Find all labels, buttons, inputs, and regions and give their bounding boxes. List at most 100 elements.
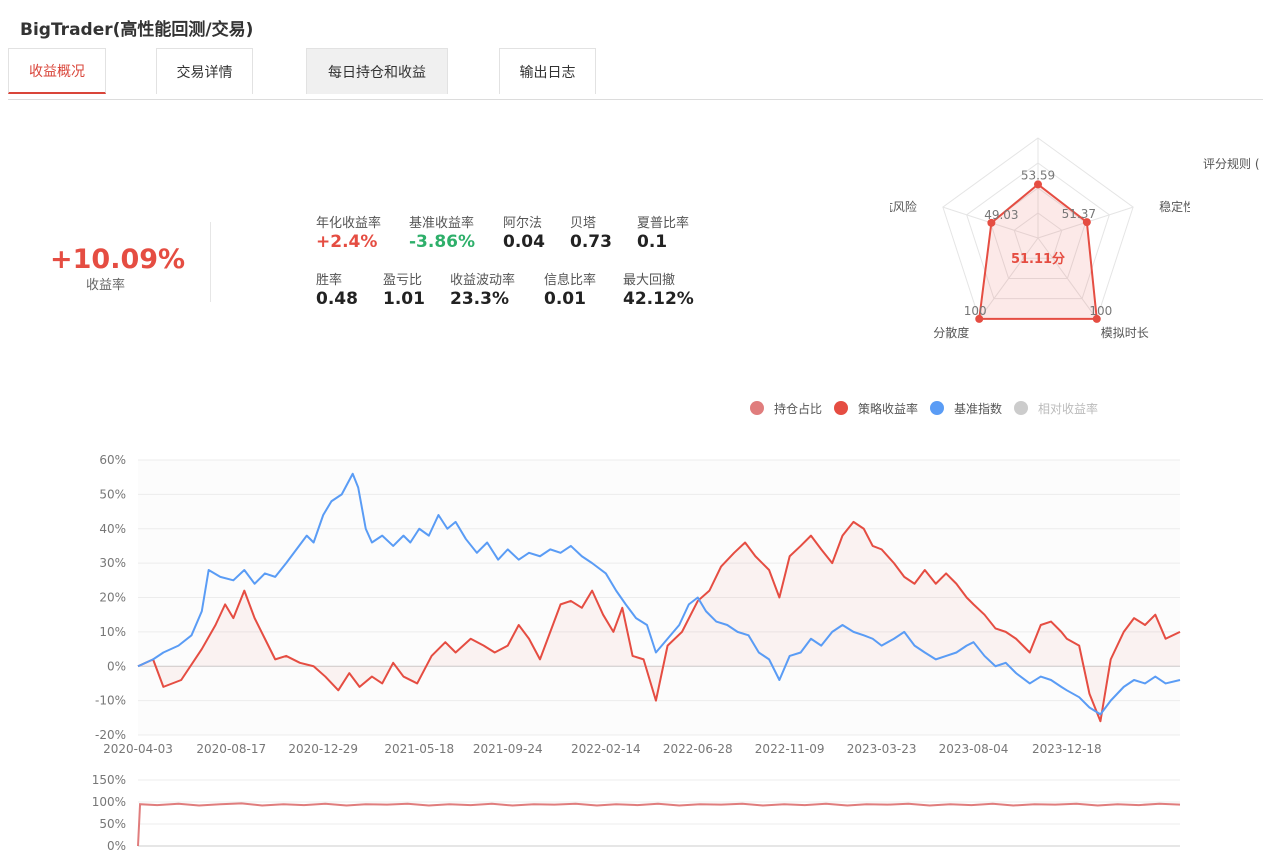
radar-point[interactable] [1082, 218, 1091, 227]
metric-value: 0.04 [503, 232, 545, 252]
tab-return-overview[interactable]: 收益概况 [8, 48, 106, 94]
metric-alpha: 阿尔法 0.04 [503, 212, 545, 252]
series-line[interactable] [137, 472, 1181, 716]
return-line-chart[interactable]: 60% 50% 40% 30% 20% 10% 0% -10% -20%2020-04-03 20… [90, 450, 1190, 760]
metric-information-ratio: 信息比率 0.01 [544, 269, 596, 309]
legend-label: 策略收益率 [858, 401, 919, 416]
radar-axis-label: 分散度 [933, 325, 969, 340]
metric-label: 胜率 [316, 273, 343, 288]
legend-marker [930, 401, 945, 415]
position-ratio-chart[interactable]: 150% 100% 50% 0% [90, 770, 1190, 855]
y-tick-label: 100% [92, 795, 126, 809]
x-tick-label: 2021-09-24 [473, 742, 543, 756]
y-tick-label: 20% [99, 591, 126, 605]
metric-profit-loss-ratio: 盈亏比 1.01 [383, 269, 425, 309]
radar-axis-label: 稳定性 [1159, 199, 1190, 214]
y-tick-label: 10% [99, 625, 126, 639]
legend-label: 基准指数 [954, 401, 1003, 416]
metric-value: 0.73 [570, 232, 612, 252]
radar-grid-ring [1013, 212, 1063, 259]
metric-annual-return: 年化收益率 +2.4% [316, 212, 381, 252]
metric-benchmark-return: 基准收益率 -3.86% [409, 212, 475, 252]
metric-label: 收益波动率 [450, 273, 516, 288]
metric-value: 0.48 [316, 289, 358, 309]
y-tick-label: 150% [92, 773, 126, 787]
y-tick-label: 40% [99, 522, 126, 536]
y-tick-label: -20% [95, 728, 126, 742]
x-tick-label: 2022-11-09 [755, 742, 825, 756]
tab-bar: 收益概况 交易详情 每日持仓和收益 输出日志 [8, 48, 1263, 100]
y-tick-label: 50% [99, 817, 126, 831]
metric-label: 夏普比率 [637, 216, 690, 231]
radar-point[interactable] [1034, 180, 1042, 189]
radar-axis-label: 模拟时长 [1101, 326, 1149, 340]
total-return-label: 收益率 [86, 278, 126, 293]
metric-max-drawdown: 最大回撤 42.12% [623, 269, 694, 309]
legend-marker [750, 401, 764, 415]
legend-item-benchmark[interactable]: 基准指数 [930, 400, 1002, 417]
x-tick-label: 2023-12-18 [1032, 742, 1102, 756]
radar-axis-value: 51.37 [1062, 207, 1096, 221]
tab-daily-positions[interactable]: 每日持仓和收益 [306, 48, 448, 94]
x-tick-label: 2023-03-23 [847, 742, 917, 756]
series-line[interactable] [137, 802, 1181, 847]
x-tick-label: 2020-12-29 [288, 742, 358, 756]
metric-value: +2.4% [316, 232, 378, 252]
metric-value: 0.1 [637, 232, 668, 252]
radar-axis-value: 100 [964, 304, 987, 318]
metric-beta: 贝塔 0.73 [570, 212, 612, 252]
radar-axis-value: 100 [1089, 304, 1112, 318]
metric-label: 最大回撤 [623, 273, 676, 288]
tab-trade-details[interactable]: 交易详情 [156, 48, 253, 94]
legend-item-position[interactable]: 持仓占比 [750, 400, 822, 417]
chart-legend: 持仓占比 策略收益率 基准指数 相对收益率 [750, 398, 1110, 418]
radar-axis-value: 49.03 [984, 208, 1018, 222]
radar-axis-value: 53.59 [1021, 168, 1055, 182]
radar-axis-label: 抗风险 [890, 199, 917, 214]
y-tick-label: 60% [99, 453, 126, 467]
legend-item-strategy-return[interactable]: 策略收益率 [834, 400, 918, 417]
radar-point[interactable] [975, 314, 984, 323]
summary-divider [210, 222, 211, 302]
radar-spoke [1037, 237, 1098, 320]
x-tick-label: 2022-06-28 [663, 742, 733, 756]
legend-item-relative-return[interactable]: 相对收益率 [1014, 400, 1098, 417]
metric-value: 23.3% [450, 289, 509, 309]
radar-grid-ring [966, 162, 1110, 300]
x-tick-label: 2020-04-03 [103, 742, 173, 756]
metric-value: 42.12% [623, 289, 694, 309]
y-tick-label: -10% [95, 694, 126, 708]
metric-label: 阿尔法 [503, 216, 543, 231]
y-tick-label: 0% [107, 659, 126, 673]
total-return-value: +10.09% [50, 244, 186, 275]
score-rule-label: 评分规则 [1203, 157, 1252, 171]
radar-point[interactable] [987, 218, 996, 227]
metric-label: 基准收益率 [409, 216, 475, 231]
radar-axis-label: 收益 [1026, 130, 1050, 131]
metric-label: 年化收益率 [316, 216, 382, 231]
x-tick-label: 2022-02-14 [571, 742, 641, 756]
legend-label: 相对收益率 [1038, 401, 1099, 416]
metric-volatility: 收益波动率 23.3% [450, 269, 515, 309]
metric-value: -3.86% [409, 232, 476, 252]
legend-marker [1014, 401, 1029, 415]
radar-spoke [978, 237, 1039, 320]
info-icon: ( [1254, 157, 1260, 171]
score-rule-link[interactable]: 评分规则 ( [1203, 155, 1260, 172]
legend-marker [834, 401, 849, 415]
score-radar-chart: 收益 53.59 稳定性 51.37 模拟时长 100 分散度 100 抗风险 49.03 51.1… [890, 130, 1190, 340]
radar-score: 51.11分 [1011, 251, 1065, 267]
radar-point[interactable] [1092, 314, 1101, 323]
metric-label: 贝塔 [570, 216, 597, 231]
x-tick-label: 2020-08-17 [196, 742, 266, 756]
series-line[interactable] [137, 520, 1181, 723]
metric-value: 0.01 [544, 289, 586, 309]
radar-value-area [978, 183, 1098, 320]
x-tick-label: 2021-05-18 [384, 742, 454, 756]
y-tick-label: 0% [107, 839, 126, 853]
tab-output-log[interactable]: 输出日志 [499, 48, 596, 94]
y-tick-label: 30% [99, 556, 126, 570]
metric-label: 盈亏比 [383, 273, 423, 288]
metric-sharpe: 夏普比率 0.1 [637, 212, 689, 252]
metric-label: 信息比率 [544, 273, 597, 288]
